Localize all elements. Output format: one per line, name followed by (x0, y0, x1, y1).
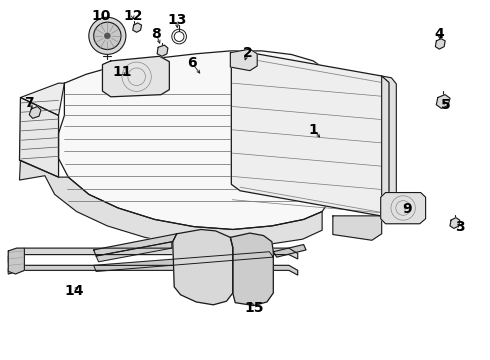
Polygon shape (435, 39, 445, 49)
Polygon shape (94, 234, 177, 256)
Text: 12: 12 (123, 9, 143, 23)
Polygon shape (436, 95, 450, 108)
Text: 7: 7 (24, 96, 34, 110)
Text: 4: 4 (435, 27, 444, 41)
Polygon shape (333, 216, 382, 240)
Polygon shape (96, 242, 172, 262)
Polygon shape (94, 252, 273, 271)
Text: 5: 5 (441, 98, 451, 112)
Polygon shape (230, 49, 257, 71)
Text: 13: 13 (167, 13, 186, 27)
Circle shape (94, 22, 121, 50)
Text: 3: 3 (455, 220, 465, 234)
Text: 14: 14 (64, 284, 84, 298)
Polygon shape (230, 233, 273, 306)
Text: 6: 6 (188, 57, 197, 71)
Polygon shape (8, 265, 298, 275)
Polygon shape (231, 51, 389, 216)
Text: 11: 11 (112, 66, 132, 80)
Polygon shape (21, 83, 64, 116)
Polygon shape (450, 218, 460, 228)
Polygon shape (273, 244, 306, 257)
Polygon shape (133, 23, 142, 32)
Text: 8: 8 (151, 27, 161, 41)
Circle shape (104, 33, 110, 39)
Text: 15: 15 (244, 301, 264, 315)
Polygon shape (29, 107, 41, 118)
Polygon shape (173, 229, 233, 305)
Text: 10: 10 (92, 9, 111, 23)
Polygon shape (381, 193, 426, 224)
Text: 9: 9 (402, 202, 412, 216)
Polygon shape (102, 56, 170, 97)
Circle shape (89, 17, 126, 54)
Polygon shape (382, 76, 396, 216)
Polygon shape (20, 160, 322, 248)
Polygon shape (8, 248, 24, 274)
Polygon shape (20, 98, 58, 177)
Polygon shape (58, 51, 329, 229)
Text: 2: 2 (243, 46, 252, 60)
Polygon shape (157, 45, 168, 56)
Text: 1: 1 (309, 123, 318, 137)
Polygon shape (8, 248, 298, 262)
